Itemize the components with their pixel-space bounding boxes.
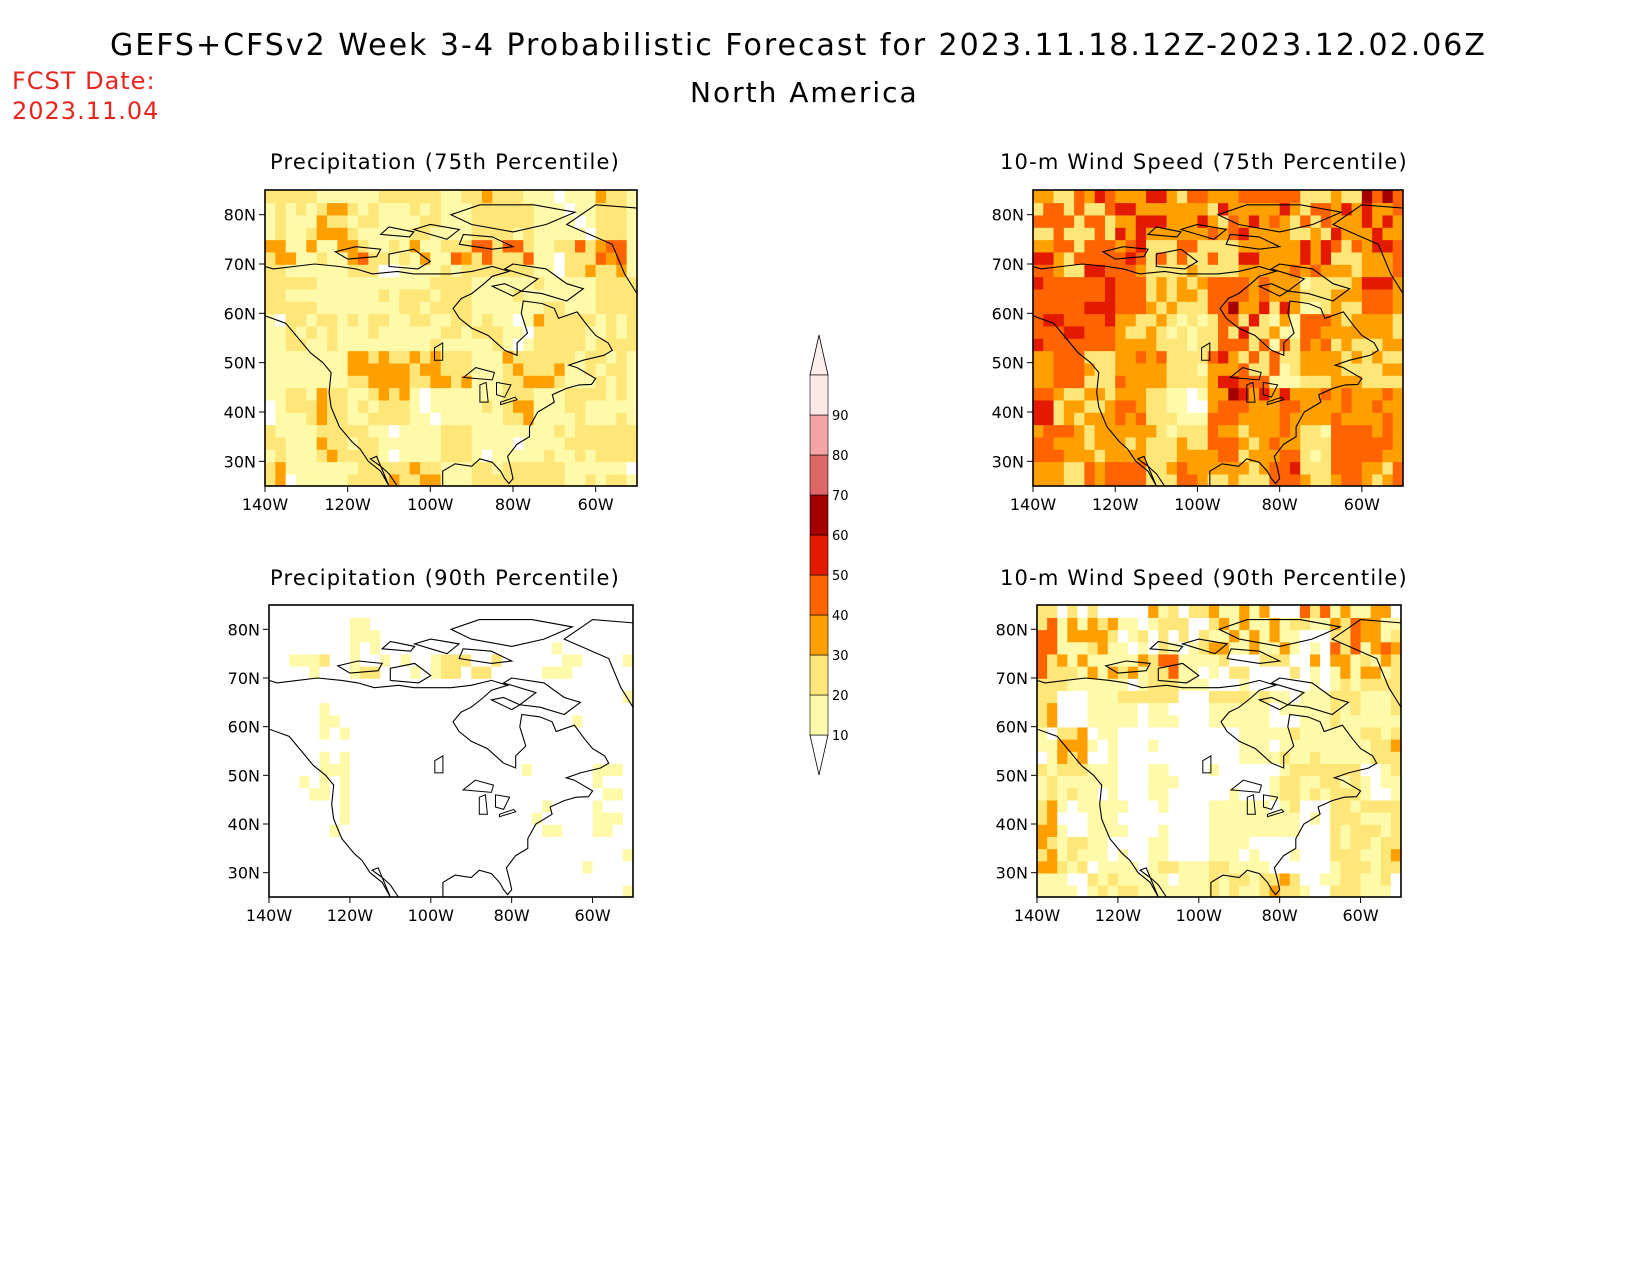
colorbar-label: 10 <box>832 729 849 744</box>
lon-tick-label: 100W <box>1174 495 1221 514</box>
colorbar-swatch <box>809 694 829 736</box>
lon-tick-label: 120W <box>1092 495 1139 514</box>
lon-tick-label: 60W <box>1344 495 1380 514</box>
colorbar-label: 20 <box>832 689 849 704</box>
colorbar-label: 40 <box>832 609 849 624</box>
lat-tick-label: 40N <box>224 403 256 422</box>
lon-tick-label: 140W <box>242 495 289 514</box>
lon-tick-label: 60W <box>578 495 614 514</box>
lon-tick-label: 120W <box>1095 906 1142 925</box>
lat-tick-label: 30N <box>996 864 1028 883</box>
lat-tick-label: 80N <box>992 206 1024 225</box>
lat-tick-label: 80N <box>996 620 1028 639</box>
panel-title-wind75: 10-m Wind Speed (75th Percentile) <box>1000 150 1408 174</box>
lon-tick-label: 140W <box>1014 906 1061 925</box>
map-frame <box>264 189 638 487</box>
colorbar-swatch <box>809 654 829 696</box>
probability-field <box>265 190 637 486</box>
colorbar-bottom-triangle <box>809 734 829 776</box>
lon-tick-label: 80W <box>1262 906 1298 925</box>
lat-tick-label: 50N <box>224 354 256 373</box>
colorbar-label: 60 <box>832 529 849 544</box>
colorbar-label: 50 <box>832 569 849 584</box>
forecast-date-label: FCST Date: 2023.11.04 <box>12 66 159 126</box>
coastlines <box>1037 619 1401 897</box>
probability-field <box>269 605 633 897</box>
lat-tick-label: 80N <box>224 206 256 225</box>
fcst-date-value: 2023.11.04 <box>12 97 160 125</box>
lat-tick-label: 60N <box>996 718 1028 737</box>
lat-tick-label: 80N <box>228 620 260 639</box>
lat-tick-label: 30N <box>224 452 256 471</box>
lat-tick-label: 50N <box>228 766 260 785</box>
colorbar-label: 30 <box>832 649 849 664</box>
lon-tick-label: 120W <box>324 495 371 514</box>
lon-tick-label: 140W <box>1010 495 1057 514</box>
region-subtitle: North America <box>690 76 919 109</box>
colorbar-swatch <box>809 534 829 576</box>
lon-tick-label: 140W <box>246 906 293 925</box>
colorbar-label: 90 <box>832 409 849 424</box>
fcst-date-caption: FCST Date: <box>12 67 156 95</box>
colorbar-swatch <box>809 574 829 616</box>
lon-tick-label: 60W <box>1342 906 1378 925</box>
lat-tick-label: 70N <box>224 255 256 274</box>
figure-title: GEFS+CFSv2 Week 3-4 Probabilistic Foreca… <box>110 28 1487 63</box>
map-panel-precip75: 80N 70N 60N 50N 40N 30N 140W 120W 100W 80W 60W <box>224 189 638 514</box>
lat-tick-label: 40N <box>228 815 260 834</box>
map-frame <box>1036 604 1402 898</box>
lon-tick-label: 120W <box>327 906 374 925</box>
lat-tick-label: 70N <box>992 255 1024 274</box>
lat-tick-label: 70N <box>228 669 260 688</box>
colorbar-swatch <box>809 414 829 456</box>
panel-title-precip75: Precipitation (75th Percentile) <box>270 150 621 174</box>
probability-field <box>1037 605 1401 897</box>
lat-tick-label: 50N <box>992 354 1024 373</box>
lat-tick-label: 70N <box>996 669 1028 688</box>
coastlines <box>1033 204 1403 486</box>
colorbar-swatch <box>809 374 829 416</box>
lon-tick-label: 60W <box>574 906 610 925</box>
lon-tick-label: 100W <box>407 495 454 514</box>
lat-tick-label: 30N <box>228 864 260 883</box>
colorbar-swatch <box>809 614 829 656</box>
coastlines <box>269 619 633 897</box>
colorbar-top-triangle <box>809 334 829 376</box>
map-panel-precip90: 80N 70N 60N 50N 40N 30N 140W 120W 100W 80W 60W <box>228 604 634 925</box>
lon-tick-label: 100W <box>408 906 455 925</box>
lat-tick-label: 60N <box>228 718 260 737</box>
lat-tick-label: 50N <box>996 766 1028 785</box>
lat-tick-label: 40N <box>992 403 1024 422</box>
lon-tick-label: 80W <box>494 906 530 925</box>
panel-title-wind90: 10-m Wind Speed (90th Percentile) <box>1000 566 1408 590</box>
map-frame <box>268 604 634 898</box>
colorbar-label: 80 <box>832 449 849 464</box>
map-panel-wind90: 80N 70N 60N 50N 40N 30N 140W 120W 100W 80W 60W <box>996 604 1402 925</box>
map-panel-wind75: 80N 70N 60N 50N 40N 30N 140W 120W 100W 80W 60W <box>992 189 1404 514</box>
lon-tick-label: 80W <box>1262 495 1298 514</box>
colorbar-swatch <box>809 494 829 536</box>
colorbar-label: 70 <box>832 489 849 504</box>
panel-title-precip90: Precipitation (90th Percentile) <box>270 566 621 590</box>
lon-tick-label: 80W <box>495 495 531 514</box>
coastlines <box>265 204 637 486</box>
colorbar: 10 20 30 40 50 60 70 80 90 <box>809 334 849 776</box>
map-frame <box>1032 189 1404 487</box>
lon-tick-label: 100W <box>1176 906 1223 925</box>
lat-tick-label: 60N <box>224 304 256 323</box>
lat-tick-label: 60N <box>992 304 1024 323</box>
colorbar-swatch <box>809 454 829 496</box>
lat-tick-label: 40N <box>996 815 1028 834</box>
probability-field <box>1033 190 1403 486</box>
lat-tick-label: 30N <box>992 452 1024 471</box>
